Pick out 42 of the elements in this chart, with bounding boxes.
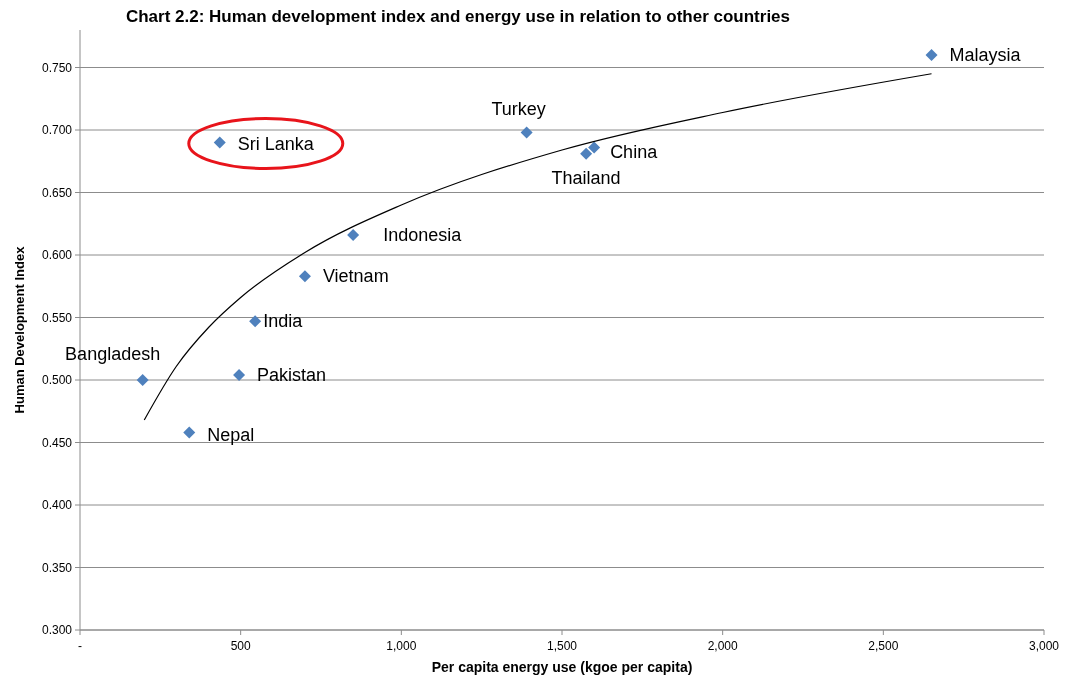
y-tick-label: 0.350 [41,560,73,575]
point [183,426,196,439]
y-tick-label: 0.650 [41,185,73,200]
x-tick-label: 2,500 [868,639,899,653]
annotation: Indonesia [383,225,463,245]
x-axis-title: Per capita energy use (kgoe per capita) [431,659,693,675]
point [347,229,360,241]
y-tick-label: 0.500 [41,373,73,388]
y-tick-label: 0.300 [41,623,73,638]
y-tick-label: 0.600 [41,248,73,263]
y-tick-label: 0.550 [41,310,73,325]
annotation: Sri Lanka [237,133,315,154]
y-tick-label: 0.450 [41,435,73,450]
point [233,369,246,381]
point [249,315,262,328]
annotation: Nepal [207,424,255,445]
x-tick-label: 500 [230,639,251,653]
chart-title: Chart 2.2: Human development index and energy use in relation to other countries [125,7,791,26]
annotation: Bangladesh [65,344,161,364]
y-tick-label: 0.400 [41,498,73,513]
point [925,49,938,61]
point [213,136,226,149]
annotation: Thailand [551,167,621,188]
x-tick-label: 3,000 [1028,639,1060,653]
point [298,270,311,283]
y-axis-title: Human Development Index [12,245,27,414]
y-tick-label: 0.750 [41,60,73,75]
annotation: Vietnam [322,266,389,287]
x-tick-label: 1,500 [546,639,578,653]
annotation: India [263,311,304,332]
x-tick-label: 1,000 [386,639,417,653]
annotation: Malaysia [949,45,1022,65]
annotation: Pakistan [257,365,327,385]
annotation: Turkey [491,98,546,119]
point [136,374,149,386]
point [588,141,601,154]
point [520,126,533,139]
annotation: China [610,141,659,162]
x-tick-label: 2,000 [707,639,739,653]
y-tick-label: 0.700 [41,123,73,138]
point [580,147,593,160]
x-tick-label: - [78,639,82,653]
